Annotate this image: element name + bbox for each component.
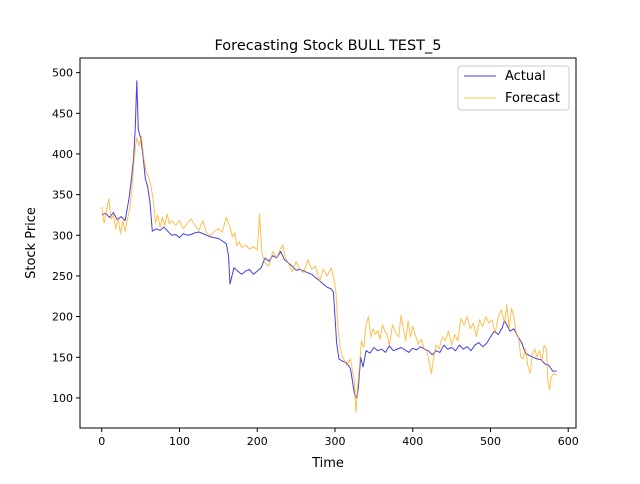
x-axis-label: Time (311, 456, 344, 471)
y-tick-label: 350 (52, 189, 73, 202)
y-tick-label: 250 (52, 270, 73, 283)
y-axis-label: Stock Price (24, 207, 39, 279)
x-tick-label: 200 (247, 435, 268, 448)
x-axis: 0 100 200 300 400 500 600 (98, 428, 579, 448)
legend-box (457, 65, 570, 111)
series-line-forecast (101, 135, 557, 413)
legend: Actual Forecast (457, 65, 570, 111)
series-line-actual (101, 80, 557, 399)
y-tick-label: 150 (52, 351, 73, 364)
plot-frame (79, 57, 577, 429)
legend-label-forecast: Forecast (505, 91, 560, 106)
y-tick-label: 450 (52, 107, 73, 120)
x-tick-label: 500 (480, 435, 501, 448)
plot-area (101, 80, 557, 413)
chart-title: Forecasting Stock BULL TEST_5 (214, 38, 441, 54)
x-tick-label: 0 (98, 435, 105, 448)
y-tick-label: 500 (52, 67, 73, 80)
y-axis: 100 150 200 250 300 350 400 450 500 (52, 67, 80, 405)
x-tick-label: 400 (402, 435, 423, 448)
y-tick-label: 100 (52, 392, 73, 405)
x-tick-label: 100 (169, 435, 190, 448)
x-tick-label: 300 (324, 435, 345, 448)
y-tick-label: 200 (52, 311, 73, 324)
y-tick-label: 300 (52, 229, 73, 242)
x-tick-label: 600 (558, 435, 579, 448)
y-tick-label: 400 (52, 148, 73, 161)
legend-label-actual: Actual (505, 69, 546, 84)
